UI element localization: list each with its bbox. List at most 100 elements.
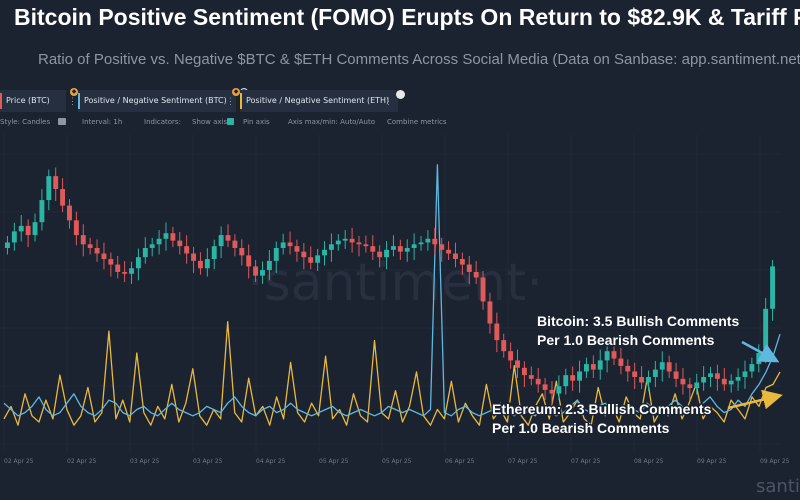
price-candle — [473, 261, 479, 284]
price-candle — [301, 243, 307, 270]
x-tick-label: 09 Apr 25 — [760, 458, 790, 465]
alert-badge-icon: ◆ — [232, 88, 240, 96]
price-candle — [639, 366, 645, 389]
price-candle — [308, 246, 314, 270]
price-candle — [673, 362, 679, 388]
price-candle — [411, 233, 417, 260]
price-candle — [73, 211, 79, 246]
alert-badge-icon: ◆ — [70, 88, 78, 96]
metric-tab-btc-sentiment[interactable]: Positive / Negative Sentiment (BTC) — [78, 90, 236, 112]
price-candle — [432, 227, 438, 255]
price-candle — [198, 252, 203, 275]
chart-grid — [0, 134, 780, 452]
price-candle — [632, 362, 638, 389]
price-candle — [156, 230, 162, 255]
price-candle — [397, 239, 403, 260]
x-tick-label: 05 Apr 25 — [319, 458, 349, 465]
metric-tab-eth-sentiment[interactable]: Positive / Negative Sentiment (ETH) — [240, 90, 398, 112]
x-tick-label: 02 Apr 25 — [67, 458, 97, 465]
price-candle — [604, 344, 610, 373]
x-axis-ticks: 02 Apr 25 02 Apr 25 03 Apr 25 03 Apr 25 04 A… — [4, 458, 790, 465]
price-candle — [53, 167, 59, 201]
btc-annotation-line-2: Per 1.0 Bearish Comments — [537, 332, 715, 348]
x-tick-label: 07 Apr 25 — [571, 458, 601, 465]
price-candle — [363, 235, 369, 253]
price-candle — [170, 226, 176, 248]
price-candle — [101, 242, 107, 270]
price-candle — [328, 233, 334, 262]
price-candle — [184, 235, 190, 264]
price-candle — [439, 237, 445, 262]
price-candle — [46, 169, 52, 211]
price-candle — [480, 271, 486, 310]
indicators-selector[interactable]: Indicators: — [144, 118, 181, 126]
add-metric-icon[interactable] — [396, 90, 405, 99]
watermark: ·santiment· — [247, 253, 543, 313]
price-candle — [694, 373, 700, 395]
metric-color-swatch — [0, 93, 2, 109]
price-candle — [425, 230, 431, 251]
price-candle — [294, 239, 300, 262]
metric-label: Price (BTC) — [6, 96, 50, 105]
show-axis-toggle[interactable]: Show axis — [192, 118, 228, 126]
price-candle — [356, 236, 362, 257]
price-candle — [735, 368, 741, 391]
price-candle — [39, 189, 45, 231]
price-candle — [218, 226, 224, 259]
price-candle — [501, 333, 507, 358]
price-candle — [94, 239, 100, 262]
combine-metrics-toggle[interactable]: Combine metrics — [387, 118, 447, 126]
price-candle — [687, 377, 693, 401]
price-candle — [652, 360, 658, 388]
price-candle — [135, 248, 141, 281]
show-axis-checkbox-icon[interactable] — [227, 118, 234, 125]
x-tick-label: 08 Apr 25 — [634, 458, 664, 465]
price-candle — [563, 368, 569, 395]
price-candle — [494, 312, 500, 353]
metric-tab-price-btc[interactable]: Price (BTC) — [0, 90, 66, 112]
price-candle — [273, 241, 279, 273]
eth-annotation-arrow — [727, 389, 783, 410]
eth-sentiment-line — [3, 321, 781, 426]
price-candle — [115, 255, 121, 279]
price-candle — [122, 261, 128, 283]
price-candle — [18, 214, 24, 242]
price-candle — [770, 259, 775, 321]
metric-color-swatch — [78, 93, 80, 109]
price-candle — [728, 374, 734, 393]
price-candle — [528, 366, 534, 386]
price-candle — [597, 349, 603, 380]
btc-annotation-line-1: Bitcoin: 3.5 Bullish Comments — [537, 313, 739, 329]
price-candle — [266, 250, 272, 281]
price-candle — [322, 241, 327, 266]
x-tick-label: 03 Apr 25 — [193, 458, 223, 465]
axis-minmax-selector[interactable]: Axis max/min: Auto/Auto — [288, 118, 376, 126]
price-candle — [742, 360, 748, 389]
price-candle — [204, 248, 210, 277]
price-candles-series — [5, 167, 775, 406]
price-candle — [370, 235, 376, 260]
chart-subtitle: Ratio of Positive vs. Negative $BTC & $E… — [38, 51, 800, 68]
price-candle — [542, 377, 548, 401]
price-candle — [466, 255, 472, 284]
price-candle — [666, 355, 672, 378]
price-candle — [87, 237, 93, 255]
x-tick-label: 04 Apr 25 — [256, 458, 286, 465]
price-candle — [67, 199, 72, 229]
metric-color-swatch — [240, 93, 242, 109]
interval-selector[interactable]: Interval: 1h — [82, 118, 123, 126]
metric-label: Positive / Negative Sentiment (BTC) — [84, 96, 227, 105]
price-candle — [142, 237, 148, 264]
eth-annotation-line-1: Ethereum: 2.3 Bullish Comments — [492, 401, 712, 417]
metric-tabs: Price (BTC) ⋮ ◆ Positive / Negative Sent… — [0, 88, 800, 112]
pin-axis-toggle[interactable]: Pin axis — [243, 118, 270, 126]
color-picker-icon[interactable] — [58, 118, 66, 125]
price-candle — [584, 357, 589, 378]
price-candle — [349, 227, 355, 253]
price-candle — [459, 252, 465, 275]
price-candle — [177, 231, 183, 255]
price-candle — [515, 349, 520, 378]
price-candle — [570, 366, 576, 391]
style-selector[interactable]: Style: Candles — [0, 118, 51, 126]
